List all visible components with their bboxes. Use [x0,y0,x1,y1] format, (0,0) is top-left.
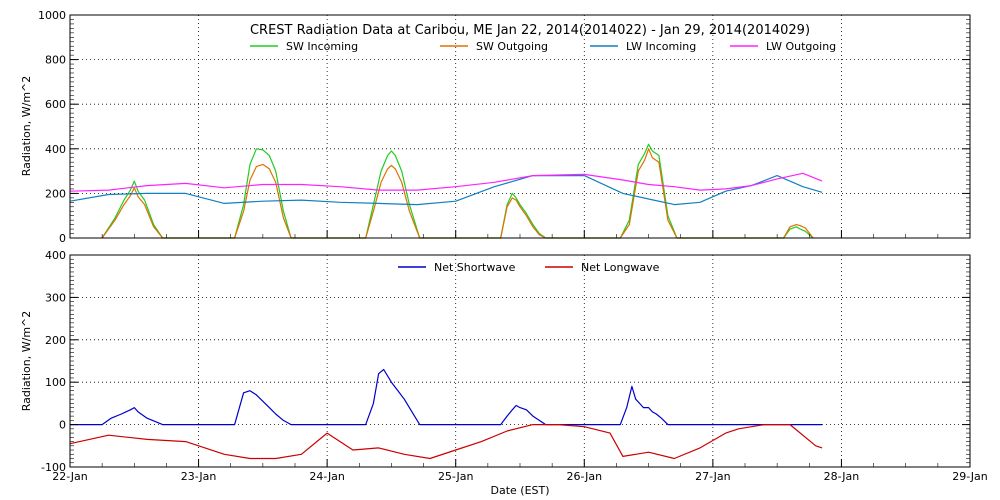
series-line-net-longwave [69,424,823,460]
y-tick-label: 200 [45,187,66,200]
y-tick-label: 400 [45,143,66,156]
y-tick-label: 300 [45,291,66,304]
x-axis-ticks: 22-Jan 23-Jan 24-Jan 25-Jan 26-Jan 27-Jan 28-J… [52,230,988,483]
top-y-axis-label: Radiation, W/m^2 [20,76,33,177]
y-tick-label: 800 [45,54,66,67]
top-y-ticks: 0 200 400 600 800 1000 [38,9,970,245]
x-axis-label: Date (EST) [490,484,549,497]
x-tick-label: 27-Jan [695,470,731,483]
legend-label: LW Incoming [626,40,696,53]
bottom-y-axis-label: Radiation, W/m^2 [20,311,33,412]
series-line-lw-incoming [69,175,823,206]
top-panel: 0 200 400 600 800 1000 CREST Radiation Data a… [20,9,971,245]
series-line-lw-outgoing [69,172,823,192]
legend-label: Net Longwave [581,261,660,274]
y-tick-label: 0 [59,419,66,432]
legend-label: SW Incoming [286,40,358,53]
bottom-series-group [69,368,823,460]
top-chart-title: CREST Radiation Data at Caribou, ME Jan … [250,23,810,38]
bottom-legend: Net Shortwave Net Longwave [398,261,660,274]
x-tick-label: 24-Jan [309,470,345,483]
x-tick-label: 28-Jan [824,470,860,483]
bottom-gridlines [70,255,970,467]
y-tick-label: 1000 [38,9,66,22]
y-tick-label: 0 [59,232,66,245]
x-tick-label: 29-Jan [952,470,988,483]
legend-label: LW Outgoing [766,40,836,53]
y-tick-label: 200 [45,334,66,347]
y-tick-label: -100 [41,461,66,474]
series-line-net-shortwave [70,368,823,426]
x-tick-label: 25-Jan [438,470,474,483]
x-tick-label: 22-Jan [52,470,88,483]
top-legend: SW Incoming SW Outgoing LW Incoming LW Outg… [250,40,836,53]
bottom-y-ticks: -100 0 100 200 300 400 [41,249,970,474]
y-tick-label: 600 [45,98,66,111]
y-tick-label: 100 [45,376,66,389]
x-tick-label: 26-Jan [567,470,603,483]
legend-label: SW Outgoing [476,40,548,53]
legend-label: Net Shortwave [434,261,516,274]
y-tick-label: 400 [45,249,66,262]
bottom-panel: -100 0 100 200 300 400 Radiation, W/m^2 Net S… [20,249,971,474]
x-tick-label: 23-Jan [181,470,217,483]
